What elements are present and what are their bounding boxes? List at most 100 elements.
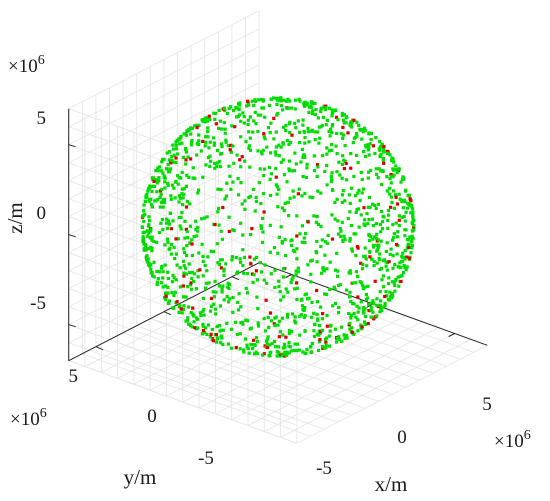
green-point (206, 126, 210, 130)
red-point (394, 242, 399, 247)
red-point (359, 261, 363, 265)
green-point (392, 160, 396, 164)
green-point (379, 210, 384, 214)
green-point (243, 207, 247, 211)
green-point (355, 304, 359, 308)
green-point (265, 342, 269, 346)
green-point (368, 249, 372, 254)
green-point (273, 268, 277, 272)
green-point (352, 311, 356, 315)
green-point (304, 231, 308, 236)
green-point (190, 253, 195, 257)
red-point (181, 284, 185, 288)
green-point (175, 138, 179, 143)
green-point (292, 195, 296, 199)
green-point (319, 191, 323, 195)
green-point (179, 227, 183, 231)
green-point (350, 249, 354, 253)
green-point (367, 195, 371, 199)
green-point (165, 217, 169, 221)
green-point (291, 312, 295, 316)
green-point (190, 126, 195, 130)
green-point (253, 98, 257, 102)
green-point (200, 242, 204, 246)
green-point (147, 215, 151, 219)
green-point (150, 189, 154, 193)
green-point (339, 229, 343, 233)
green-point (232, 161, 236, 165)
green-point (235, 270, 239, 274)
green-point (362, 150, 366, 154)
green-point (167, 247, 171, 252)
green-point (247, 351, 251, 355)
green-point (151, 274, 155, 278)
green-point (336, 274, 340, 278)
green-point (282, 98, 286, 102)
grid-line (82, 353, 311, 437)
green-point (146, 229, 150, 233)
red-point (352, 118, 356, 122)
green-point (227, 106, 231, 110)
green-point (410, 246, 414, 250)
green-point (366, 284, 370, 288)
green-point (376, 202, 380, 206)
green-point (190, 276, 194, 281)
green-point (335, 170, 339, 174)
green-point (386, 208, 391, 213)
green-point (317, 323, 322, 328)
green-point (262, 174, 266, 178)
green-point (340, 325, 344, 329)
green-point (277, 279, 281, 283)
green-point (270, 341, 274, 346)
green-point (325, 336, 329, 340)
green-point (325, 152, 329, 156)
green-point (186, 236, 190, 240)
green-point (169, 252, 173, 256)
red-point (221, 205, 225, 210)
green-point (274, 153, 278, 157)
green-point (354, 254, 358, 258)
green-point (394, 168, 398, 172)
green-point (200, 332, 204, 336)
green-point (306, 263, 310, 267)
green-point (188, 270, 192, 275)
svg-text:×106: ×106 (8, 53, 45, 77)
green-point (213, 166, 217, 170)
green-point (382, 258, 387, 262)
green-point (241, 248, 245, 252)
green-point (390, 157, 394, 161)
green-point (407, 194, 411, 198)
green-point (245, 104, 249, 108)
green-point (172, 293, 176, 297)
green-point (177, 200, 181, 204)
green-point (180, 311, 184, 315)
green-point (150, 205, 154, 209)
green-point (229, 346, 233, 350)
green-point (202, 307, 206, 312)
green-point (286, 290, 290, 294)
green-point (391, 238, 395, 242)
red-point (213, 223, 217, 227)
red-point (295, 234, 299, 238)
green-point (354, 281, 358, 285)
green-point (188, 322, 192, 326)
green-point (187, 128, 191, 132)
green-point (370, 257, 374, 261)
green-point (311, 109, 315, 113)
green-point (321, 266, 325, 270)
green-point (394, 164, 398, 168)
x-tick-label: 0 (397, 427, 407, 448)
green-point (360, 267, 365, 271)
green-point (388, 186, 392, 190)
green-point (209, 304, 213, 308)
green-point (296, 119, 300, 123)
green-point (174, 143, 178, 147)
red-point (174, 156, 178, 160)
green-point (378, 139, 382, 144)
green-point (410, 221, 414, 226)
red-point (212, 339, 216, 343)
green-point (283, 345, 287, 349)
green-point (396, 230, 400, 234)
green-point (316, 116, 320, 120)
green-point (212, 141, 216, 145)
